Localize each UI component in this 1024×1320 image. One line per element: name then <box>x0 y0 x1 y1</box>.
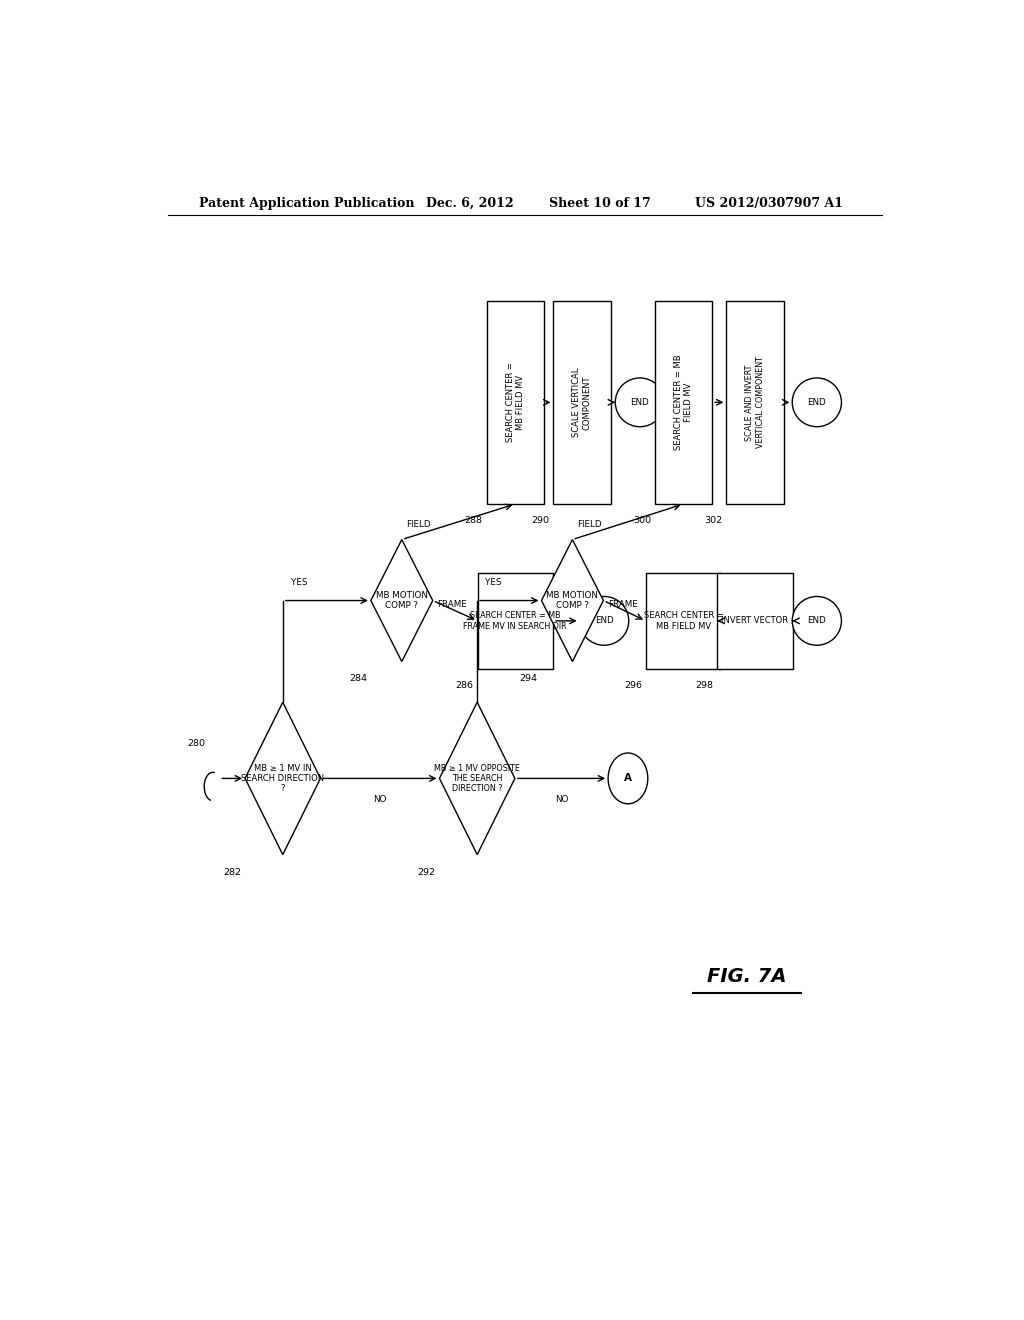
Text: YES: YES <box>485 578 502 587</box>
Text: MB MOTION
COMP ?: MB MOTION COMP ? <box>376 591 428 610</box>
Polygon shape <box>371 540 433 661</box>
Text: 294: 294 <box>519 673 538 682</box>
Ellipse shape <box>793 378 842 426</box>
Text: 298: 298 <box>695 681 714 690</box>
Ellipse shape <box>793 597 842 645</box>
Text: Dec. 6, 2012: Dec. 6, 2012 <box>426 197 513 210</box>
Text: SCALE AND INVERT
VERTICAL COMPONENT: SCALE AND INVERT VERTICAL COMPONENT <box>745 356 765 449</box>
Text: FRAME: FRAME <box>608 599 638 609</box>
Text: FIELD: FIELD <box>578 520 602 529</box>
Text: 302: 302 <box>705 516 722 525</box>
FancyBboxPatch shape <box>646 573 721 669</box>
Text: A: A <box>624 774 632 783</box>
Text: SEARCH CENTER = MB
FRAME MV IN SEARCH DIR: SEARCH CENTER = MB FRAME MV IN SEARCH DI… <box>464 611 567 631</box>
FancyBboxPatch shape <box>726 301 783 504</box>
Text: 292: 292 <box>418 867 435 876</box>
Text: SEARCH CENTER =
MB FIELD MV: SEARCH CENTER = MB FIELD MV <box>643 611 724 631</box>
FancyBboxPatch shape <box>486 301 544 504</box>
Text: YES: YES <box>291 578 307 587</box>
Text: 284: 284 <box>349 673 367 682</box>
Ellipse shape <box>615 378 665 426</box>
Text: Patent Application Publication: Patent Application Publication <box>200 197 415 210</box>
Text: FIELD: FIELD <box>407 520 431 529</box>
Text: 288: 288 <box>465 516 482 525</box>
Text: MB MOTION
COMP ?: MB MOTION COMP ? <box>547 591 598 610</box>
Text: SEARCH CENTER =
MB FIELD MV: SEARCH CENTER = MB FIELD MV <box>506 363 525 442</box>
Text: END: END <box>595 616 613 626</box>
Text: SEARCH CENTER = MB
FIELD MV: SEARCH CENTER = MB FIELD MV <box>674 355 693 450</box>
Polygon shape <box>542 540 603 661</box>
Text: 300: 300 <box>633 516 651 525</box>
Polygon shape <box>245 702 321 854</box>
Text: END: END <box>808 397 826 407</box>
FancyBboxPatch shape <box>477 573 553 669</box>
Text: NO: NO <box>374 795 387 804</box>
Text: NO: NO <box>555 795 568 804</box>
Text: INVERT VECTOR: INVERT VECTOR <box>721 616 788 626</box>
Text: MB ≥ 1 MV OPPOSITE
THE SEARCH
DIRECTION ?: MB ≥ 1 MV OPPOSITE THE SEARCH DIRECTION … <box>434 763 520 793</box>
Text: FRAME: FRAME <box>437 599 467 609</box>
Text: FIG. 7A: FIG. 7A <box>708 968 786 986</box>
Circle shape <box>608 752 648 804</box>
Text: 296: 296 <box>624 681 642 690</box>
FancyBboxPatch shape <box>655 301 712 504</box>
Text: 280: 280 <box>187 739 206 748</box>
FancyBboxPatch shape <box>717 573 793 669</box>
Text: SCALE VERTICAL
COMPONENT: SCALE VERTICAL COMPONENT <box>572 368 592 437</box>
Text: 290: 290 <box>531 516 550 525</box>
Text: 282: 282 <box>223 867 241 876</box>
Polygon shape <box>439 702 515 854</box>
Ellipse shape <box>580 597 629 645</box>
Text: 286: 286 <box>456 681 474 690</box>
Text: END: END <box>631 397 649 407</box>
FancyBboxPatch shape <box>553 301 610 504</box>
Text: Sheet 10 of 17: Sheet 10 of 17 <box>549 197 650 210</box>
Text: END: END <box>808 616 826 626</box>
Text: US 2012/0307907 A1: US 2012/0307907 A1 <box>695 197 844 210</box>
Text: MB ≥ 1 MV IN
SEARCH DIRECTION
?: MB ≥ 1 MV IN SEARCH DIRECTION ? <box>242 763 325 793</box>
